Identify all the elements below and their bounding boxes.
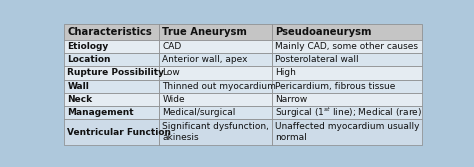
Bar xyxy=(159,40,272,53)
Bar xyxy=(272,40,422,53)
Text: Wall: Wall xyxy=(67,82,89,91)
Text: Rupture Possibility: Rupture Possibility xyxy=(67,68,164,77)
Bar xyxy=(159,53,272,66)
Text: Unaffected myocardium usually
normal: Unaffected myocardium usually normal xyxy=(275,122,420,142)
Bar xyxy=(272,119,422,145)
Text: True Aneurysm: True Aneurysm xyxy=(162,27,247,37)
Bar xyxy=(272,93,422,106)
Text: Location: Location xyxy=(67,55,111,64)
Bar xyxy=(64,40,159,53)
Bar xyxy=(64,119,159,145)
Text: Pseudoaneurysm: Pseudoaneurysm xyxy=(275,27,372,37)
Text: Posterolateral wall: Posterolateral wall xyxy=(275,55,359,64)
Bar xyxy=(272,106,422,119)
Text: Significant dysfunction,
akinesis: Significant dysfunction, akinesis xyxy=(162,122,269,142)
Text: Narrow: Narrow xyxy=(275,95,308,104)
Text: Surgical (1$^{st}$ line); Medical (rare): Surgical (1$^{st}$ line); Medical (rare) xyxy=(275,105,422,120)
Text: Low: Low xyxy=(162,68,180,77)
Text: Wide: Wide xyxy=(162,95,185,104)
Bar xyxy=(272,66,422,80)
Bar xyxy=(64,93,159,106)
Text: Management: Management xyxy=(67,108,134,117)
Text: Anterior wall, apex: Anterior wall, apex xyxy=(162,55,248,64)
Bar xyxy=(159,24,272,40)
Text: Ventricular Function: Ventricular Function xyxy=(67,128,171,137)
Text: Neck: Neck xyxy=(67,95,92,104)
Bar xyxy=(64,24,159,40)
Text: Medical/surgical: Medical/surgical xyxy=(162,108,236,117)
Bar xyxy=(159,106,272,119)
Bar xyxy=(64,106,159,119)
Bar xyxy=(272,53,422,66)
Bar xyxy=(159,66,272,80)
Bar xyxy=(159,119,272,145)
Text: Mainly CAD, some other causes: Mainly CAD, some other causes xyxy=(275,42,418,51)
Bar xyxy=(64,80,159,93)
Bar xyxy=(159,80,272,93)
Text: CAD: CAD xyxy=(162,42,182,51)
Bar xyxy=(64,53,159,66)
Text: Thinned out myocardium: Thinned out myocardium xyxy=(162,82,276,91)
Text: Pericardium, fibrous tissue: Pericardium, fibrous tissue xyxy=(275,82,396,91)
Bar xyxy=(272,80,422,93)
Bar xyxy=(272,24,422,40)
Text: High: High xyxy=(275,68,296,77)
Text: Etiology: Etiology xyxy=(67,42,109,51)
Text: Characteristics: Characteristics xyxy=(67,27,152,37)
Bar xyxy=(64,66,159,80)
Bar xyxy=(159,93,272,106)
